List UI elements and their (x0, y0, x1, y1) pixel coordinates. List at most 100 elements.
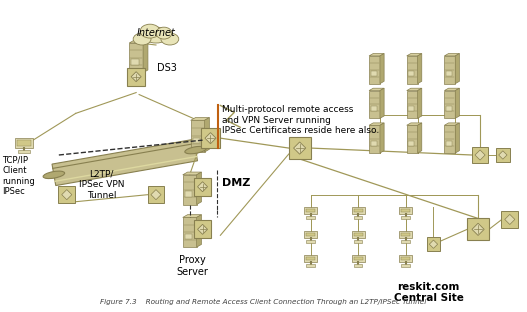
Bar (408, 71, 414, 76)
Ellipse shape (142, 27, 170, 43)
Bar (401, 257, 410, 260)
Bar (127, 68, 145, 85)
Bar (185, 234, 192, 239)
Bar (369, 56, 380, 84)
Polygon shape (131, 72, 141, 82)
Polygon shape (198, 182, 208, 192)
Bar (399, 231, 412, 238)
Bar (496, 148, 510, 162)
Bar (306, 209, 315, 212)
Bar (352, 231, 365, 238)
Bar (401, 209, 410, 212)
Text: Multi-protocol remote access
and VPN Server running
IPSec Certificates reside he: Multi-protocol remote access and VPN Ser… (222, 105, 379, 135)
Polygon shape (369, 123, 384, 125)
Bar (370, 71, 377, 76)
Polygon shape (380, 123, 384, 153)
Bar (191, 120, 204, 152)
Polygon shape (407, 88, 422, 90)
Bar (446, 106, 452, 111)
Bar (306, 240, 315, 243)
Polygon shape (294, 142, 306, 154)
Polygon shape (62, 190, 72, 200)
Bar (467, 218, 489, 240)
Bar (304, 255, 317, 262)
Polygon shape (499, 151, 507, 159)
Polygon shape (380, 88, 384, 118)
Bar (289, 137, 310, 159)
Bar (18, 150, 30, 153)
Bar (408, 106, 414, 111)
Polygon shape (52, 139, 198, 186)
Polygon shape (204, 118, 209, 152)
Polygon shape (143, 40, 148, 73)
Text: Figure 7.3    Routing and Remote Access Client Connection Through an L2TP/IPSec : Figure 7.3 Routing and Remote Access Cli… (100, 299, 426, 305)
Bar (407, 125, 417, 153)
Bar (193, 178, 211, 196)
Bar (407, 56, 417, 84)
Polygon shape (455, 123, 460, 153)
Polygon shape (151, 190, 161, 200)
Polygon shape (197, 215, 201, 247)
Bar (58, 186, 75, 203)
Polygon shape (430, 240, 437, 248)
Bar (446, 140, 452, 145)
Polygon shape (407, 123, 422, 125)
Text: DMZ: DMZ (222, 178, 251, 188)
Bar (131, 59, 139, 65)
Bar (183, 175, 197, 205)
Bar (369, 90, 380, 118)
Polygon shape (444, 123, 460, 125)
Text: L2TP/
IPSec VPN
Tunnel: L2TP/ IPSec VPN Tunnel (79, 170, 124, 200)
Bar (185, 191, 192, 197)
Polygon shape (407, 54, 422, 56)
Polygon shape (198, 224, 208, 234)
Bar (304, 231, 317, 238)
Ellipse shape (140, 24, 160, 38)
Bar (306, 233, 315, 236)
Bar (402, 217, 410, 219)
Bar (402, 240, 410, 243)
Polygon shape (505, 214, 515, 225)
Polygon shape (129, 40, 148, 43)
Bar (354, 209, 363, 212)
Polygon shape (369, 54, 384, 56)
Bar (304, 207, 317, 214)
Polygon shape (369, 88, 384, 90)
Polygon shape (455, 54, 460, 84)
Text: TCP/IP
Client
running
IPSec: TCP/IP Client running IPSec (2, 156, 35, 196)
Ellipse shape (156, 27, 172, 39)
Bar (352, 255, 365, 262)
Bar (472, 147, 489, 163)
Bar (370, 140, 377, 145)
Bar (193, 220, 211, 238)
Bar (306, 217, 315, 219)
Polygon shape (472, 223, 484, 236)
Bar (402, 264, 410, 267)
Bar (354, 240, 363, 243)
Text: DS3: DS3 (157, 63, 177, 73)
Bar (407, 90, 417, 118)
Polygon shape (475, 150, 485, 160)
Ellipse shape (133, 33, 151, 45)
Ellipse shape (43, 171, 65, 178)
Bar (17, 140, 31, 146)
Polygon shape (205, 133, 216, 144)
Ellipse shape (185, 146, 207, 154)
Bar (193, 138, 200, 144)
Bar (354, 217, 363, 219)
Polygon shape (183, 172, 201, 175)
Bar (501, 211, 518, 228)
Bar (306, 264, 315, 267)
Polygon shape (197, 172, 201, 205)
Bar (399, 255, 412, 262)
Polygon shape (417, 88, 422, 118)
Polygon shape (417, 54, 422, 84)
Bar (444, 90, 455, 118)
Ellipse shape (161, 33, 179, 45)
Bar (444, 125, 455, 153)
Bar (354, 264, 363, 267)
Bar (399, 207, 412, 214)
Polygon shape (183, 215, 201, 217)
Bar (306, 257, 315, 260)
Bar (183, 217, 197, 247)
